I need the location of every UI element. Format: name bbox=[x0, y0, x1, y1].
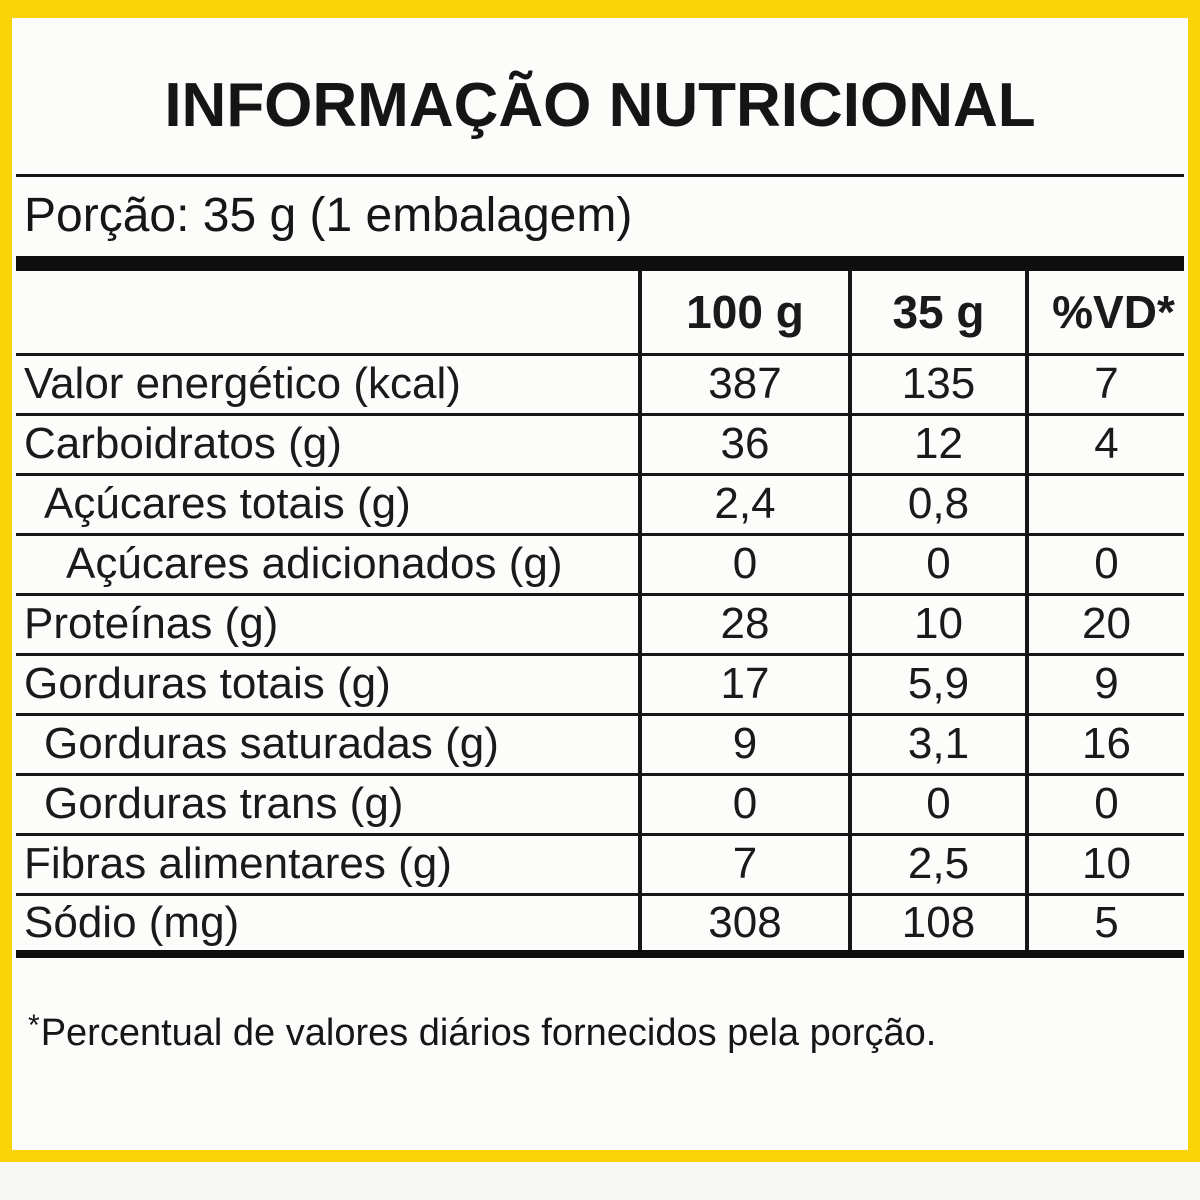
value-per-35g: 3,1 bbox=[848, 714, 1027, 776]
table-row: Gorduras totais (g) 17 5,9 9 bbox=[16, 654, 1184, 716]
table-row: Açúcares totais (g) 2,4 0,8 bbox=[16, 474, 1184, 536]
table-row: Fibras alimentares (g) 7 2,5 10 bbox=[16, 834, 1184, 896]
value-percent-vd: 0 bbox=[1025, 534, 1184, 596]
column-header-100g: 100 g bbox=[638, 271, 850, 356]
value-per-100g: 7 bbox=[638, 834, 850, 896]
nutrient-name: Gorduras trans (g) bbox=[16, 774, 640, 836]
nutrient-name: Valor energético (kcal) bbox=[16, 354, 640, 416]
value-percent-vd bbox=[1025, 474, 1184, 536]
value-per-100g: 2,4 bbox=[638, 474, 850, 536]
column-header-percent-vd: %VD* bbox=[1025, 271, 1184, 356]
value-per-100g: 28 bbox=[638, 594, 850, 656]
value-percent-vd: 20 bbox=[1025, 594, 1184, 656]
nutrition-table-body: Valor energético (kcal) 387 135 7 Carboi… bbox=[16, 354, 1184, 956]
nutrient-name: Gorduras saturadas (g) bbox=[16, 714, 640, 776]
header-thick-bar bbox=[16, 256, 1184, 271]
nutrient-name: Sódio (mg) bbox=[16, 894, 640, 956]
table-row: Gorduras trans (g) 0 0 0 bbox=[16, 774, 1184, 836]
value-per-100g: 36 bbox=[638, 414, 850, 476]
table-row: Proteínas (g) 28 10 20 bbox=[16, 594, 1184, 656]
corner-cell bbox=[16, 271, 640, 356]
table-row: Carboidratos (g) 36 12 4 bbox=[16, 414, 1184, 476]
nutrient-name: Gorduras totais (g) bbox=[16, 654, 640, 716]
value-per-100g: 9 bbox=[638, 714, 850, 776]
footnote: *Percentual de valores diários fornecido… bbox=[16, 1004, 1184, 1055]
column-header-35g: 35 g bbox=[848, 271, 1027, 356]
value-percent-vd: 7 bbox=[1025, 354, 1184, 416]
footnote-text: Percentual de valores diários fornecidos… bbox=[40, 1012, 937, 1054]
top-divider-line bbox=[16, 174, 1184, 177]
value-per-100g: 387 bbox=[638, 354, 850, 416]
nutrient-name: Proteínas (g) bbox=[16, 594, 640, 656]
value-per-35g: 0 bbox=[848, 774, 1027, 836]
value-percent-vd: 10 bbox=[1025, 834, 1184, 896]
value-per-35g: 2,5 bbox=[848, 834, 1027, 896]
value-per-100g: 308 bbox=[638, 894, 850, 956]
yellow-label-frame: INFORMAÇÃO NUTRICIONAL Porção: 35 g (1 e… bbox=[0, 0, 1200, 1162]
value-per-35g: 0 bbox=[848, 534, 1027, 596]
value-per-100g: 0 bbox=[638, 534, 850, 596]
value-percent-vd: 9 bbox=[1025, 654, 1184, 716]
table-row: Gorduras saturadas (g) 9 3,1 16 bbox=[16, 714, 1184, 776]
header-row: 100 g 35 g %VD* bbox=[16, 271, 1184, 356]
value-percent-vd: 0 bbox=[1025, 774, 1184, 836]
value-per-35g: 108 bbox=[848, 894, 1027, 956]
footnote-asterisk: * bbox=[28, 1009, 41, 1042]
table-row: Sódio (mg) 308 108 5 bbox=[16, 894, 1184, 956]
value-percent-vd: 16 bbox=[1025, 714, 1184, 776]
value-per-100g: 0 bbox=[638, 774, 850, 836]
nutrient-name: Açúcares adicionados (g) bbox=[16, 534, 640, 596]
value-per-35g: 0,8 bbox=[848, 474, 1027, 536]
nutrient-name: Fibras alimentares (g) bbox=[16, 834, 640, 896]
serving-size-line: Porção: 35 g (1 embalagem) bbox=[24, 189, 633, 242]
table-row: Valor energético (kcal) 387 135 7 bbox=[16, 354, 1184, 416]
value-per-35g: 5,9 bbox=[848, 654, 1027, 716]
nutrition-table-header: 100 g 35 g %VD* bbox=[16, 271, 1184, 356]
value-per-35g: 12 bbox=[848, 414, 1027, 476]
nutrition-label: INFORMAÇÃO NUTRICIONAL Porção: 35 g (1 e… bbox=[12, 18, 1188, 1150]
table-row: Açúcares adicionados (g) 0 0 0 bbox=[16, 534, 1184, 596]
label-title: INFORMAÇÃO NUTRICIONAL bbox=[164, 71, 1036, 140]
nutrient-name: Açúcares totais (g) bbox=[16, 474, 640, 536]
value-percent-vd: 5 bbox=[1025, 894, 1184, 956]
value-per-35g: 135 bbox=[848, 354, 1027, 416]
nutrition-table: 100 g 35 g %VD* Valor energético (kcal) … bbox=[16, 271, 1184, 958]
nutrient-name: Carboidratos (g) bbox=[16, 414, 640, 476]
value-per-35g: 10 bbox=[848, 594, 1027, 656]
value-per-100g: 17 bbox=[638, 654, 850, 716]
value-percent-vd: 4 bbox=[1025, 414, 1184, 476]
